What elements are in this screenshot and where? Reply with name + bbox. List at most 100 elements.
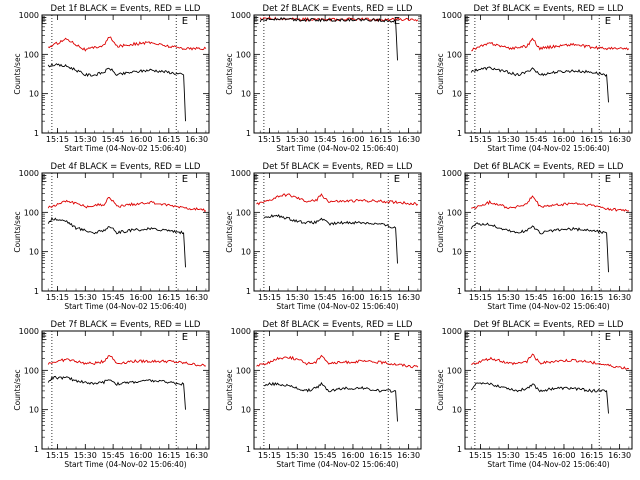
x-tick-label: 15:30	[497, 293, 520, 302]
x-axis-label: Start Time (04-Nov-02 15:06:40)	[276, 144, 398, 153]
x-tick-label: 16:00	[552, 135, 575, 144]
plot-frame	[253, 14, 422, 134]
y-tick-label: 100	[447, 50, 462, 59]
lld-series-line	[256, 193, 419, 206]
y-tick-label: 1000	[231, 11, 251, 20]
y-tick-label: 1000	[231, 169, 251, 178]
x-tick-label: 15:30	[286, 293, 309, 302]
x-tick-label: 15:15	[469, 293, 492, 302]
x-tick-label: 15:30	[74, 451, 97, 460]
lld-series-line	[256, 354, 419, 369]
y-tick-label: 1000	[442, 11, 462, 20]
y-tick-label: 10	[29, 90, 39, 99]
x-tick-label: 16:00	[129, 451, 152, 460]
y-axis-label: Counts/sec	[225, 53, 234, 94]
lld-series-line	[471, 37, 630, 52]
y-tick-label: 1000	[442, 169, 462, 178]
panel-title: Det 3f BLACK = Events, RED = LLD	[474, 4, 624, 14]
panel-title: Det 2f BLACK = Events, RED = LLD	[263, 4, 413, 14]
x-tick-label: 15:15	[258, 135, 281, 144]
x-tick-label: 16:00	[341, 135, 364, 144]
x-tick-label: 15:15	[258, 293, 281, 302]
x-tick-label: 16:15	[369, 451, 392, 460]
y-tick-label: 100	[24, 208, 39, 217]
event-marker-label: E	[605, 16, 611, 27]
event-marker-label: E	[41, 174, 47, 185]
y-tick-label: 100	[24, 366, 39, 375]
x-tick-label: 16:30	[185, 293, 208, 302]
lld-series-line	[47, 355, 206, 367]
x-tick-label: 15:30	[497, 135, 520, 144]
x-axis-label: Start Time (04-Nov-02 15:06:40)	[276, 302, 398, 311]
event-marker-label: E	[394, 16, 400, 27]
y-tick-label: 1	[34, 445, 39, 454]
y-tick-label: 1	[457, 287, 462, 296]
y-axis-label: Counts/sec	[225, 211, 234, 252]
y-tick-label: 10	[452, 90, 462, 99]
x-axis-label: Start Time (04-Nov-02 15:06:40)	[487, 460, 609, 469]
x-tick-label: 15:45	[314, 451, 337, 460]
x-tick-label: 16:15	[580, 135, 603, 144]
x-tick-label: 15:30	[74, 135, 97, 144]
x-axis-label: Start Time (04-Nov-02 15:06:40)	[276, 460, 398, 469]
y-tick-label: 1000	[442, 327, 462, 336]
event-marker-label: E	[182, 174, 188, 185]
x-tick-label: 15:15	[258, 451, 281, 460]
y-tick-label: 10	[29, 406, 39, 415]
x-tick-label: 15:30	[286, 135, 309, 144]
event-marker-label: E	[464, 332, 470, 343]
y-tick-label: 10	[241, 248, 251, 257]
lld-series-line	[47, 36, 207, 52]
events-series-line	[263, 381, 398, 422]
x-tick-label: 15:45	[102, 293, 125, 302]
x-tick-label: 15:45	[525, 293, 548, 302]
panel-title: Det 7f BLACK = Events, RED = LLD	[51, 320, 201, 330]
lld-series-line	[471, 195, 630, 212]
y-tick-label: 1000	[19, 169, 39, 178]
lld-series-line	[471, 353, 630, 370]
x-tick-label: 16:00	[341, 293, 364, 302]
y-tick-label: 1	[246, 445, 251, 454]
events-series-line	[263, 214, 398, 264]
x-tick-label: 15:45	[102, 135, 125, 144]
x-axis-label: Start Time (04-Nov-02 15:06:40)	[487, 144, 609, 153]
y-tick-label: 10	[241, 90, 251, 99]
y-tick-label: 1	[457, 129, 462, 138]
event-marker-label: E	[253, 16, 259, 27]
x-tick-label: 15:15	[46, 135, 69, 144]
events-series-line	[47, 375, 186, 410]
x-tick-label: 15:15	[469, 451, 492, 460]
x-tick-label: 16:15	[580, 451, 603, 460]
y-tick-label: 100	[236, 208, 251, 217]
y-tick-label: 1000	[231, 327, 251, 336]
x-axis-label: Start Time (04-Nov-02 15:06:40)	[64, 144, 186, 153]
plot-frame	[464, 330, 633, 450]
lld-series-line	[47, 197, 207, 213]
detector-panel: Det 8f BLACK = Events, RED = LLD 1 10 100 10…	[225, 320, 422, 469]
event-marker-label: E	[394, 332, 400, 343]
y-tick-label: 100	[447, 366, 462, 375]
event-marker-label: E	[605, 174, 611, 185]
x-axis-label: Start Time (04-Nov-02 15:06:40)	[487, 302, 609, 311]
events-series-line	[470, 222, 609, 273]
panel-title: Det 1f BLACK = Events, RED = LLD	[51, 4, 201, 14]
panel-title: Det 8f BLACK = Events, RED = LLD	[263, 320, 413, 330]
event-marker-label: E	[464, 16, 470, 27]
events-series-line	[470, 66, 609, 103]
x-tick-label: 15:45	[314, 293, 337, 302]
y-tick-label: 10	[452, 248, 462, 257]
x-tick-label: 16:30	[397, 135, 420, 144]
x-tick-label: 15:45	[525, 451, 548, 460]
x-tick-label: 15:15	[46, 293, 69, 302]
y-tick-label: 100	[447, 208, 462, 217]
y-axis-label: Counts/sec	[13, 211, 22, 252]
x-axis-label: Start Time (04-Nov-02 15:06:40)	[64, 460, 186, 469]
event-marker-label: E	[182, 16, 188, 27]
plot-frame	[41, 172, 210, 292]
x-tick-label: 16:30	[185, 451, 208, 460]
x-tick-label: 16:30	[608, 451, 631, 460]
x-tick-label: 16:00	[129, 293, 152, 302]
x-tick-label: 16:30	[185, 135, 208, 144]
x-tick-label: 15:15	[46, 451, 69, 460]
